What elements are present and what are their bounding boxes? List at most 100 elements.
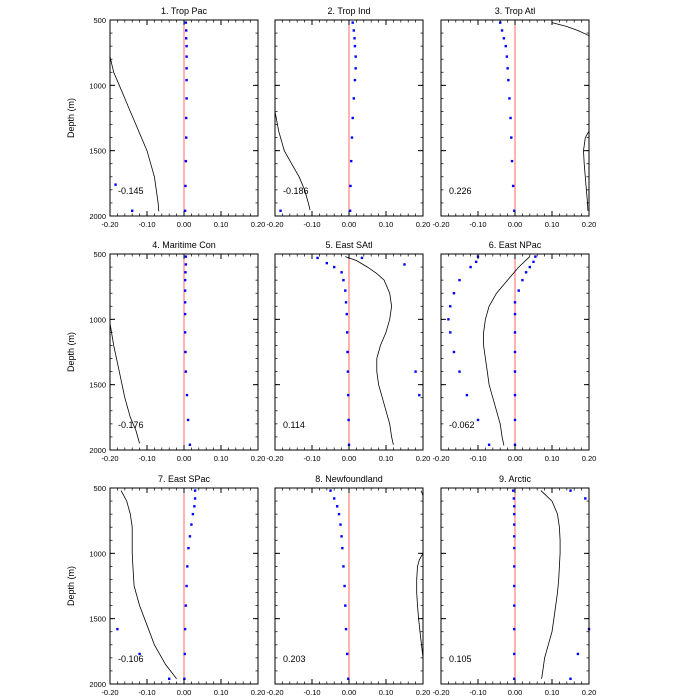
panel-9: 9. Arctic 0.105 -0.20 -0.10 0.00 0.10 0.20 [432,474,596,697]
data-point [452,292,456,295]
x-tick-label: 0.20 [582,454,597,463]
data-point [190,523,193,526]
x-tick-label: 0.10 [545,454,560,463]
x-tick-label: -0.20 [266,688,283,697]
x-tick-label: 0.00 [177,688,192,697]
x-tick-label: -0.10 [303,688,320,697]
data-point [418,393,421,397]
data-point [510,136,513,139]
data-point [487,443,491,446]
data-point [360,256,364,260]
data-point [184,159,188,163]
x-tick-label: 0.00 [342,454,357,463]
y-tick-label: 1000 [89,315,106,324]
x-tick-label: -0.20 [432,220,449,229]
x-tick-label: 0.20 [251,688,266,697]
data-point [114,183,117,186]
data-point [185,97,188,100]
x-tick-label: 0.10 [214,220,229,229]
x-tick-label: -0.20 [266,220,283,229]
profile-curve [120,490,177,680]
data-point [183,677,186,680]
y-axis-label: Depth (m) [66,332,76,372]
data-point [345,312,348,316]
data-point [513,546,516,550]
data-point [184,21,188,24]
data-point [499,21,502,24]
x-tick-label: 0.20 [416,220,431,229]
data-point [353,44,357,48]
panel-2: 2. Trop Ind -0.186 -0.20 -0.10 0.00 0.10 0.20 [266,6,430,229]
data-point [344,627,348,631]
data-point [452,350,456,354]
data-point [513,393,517,397]
x-tick-label: 0.00 [508,454,523,463]
data-point [347,677,350,680]
data-point [351,116,354,120]
data-point [193,505,196,508]
y-tick-label: 2000 [89,212,106,221]
profile-curve [483,256,531,446]
data-point [576,652,580,656]
y-tick-label: 1000 [89,549,106,558]
data-point [510,159,514,163]
data-point [345,331,349,334]
data-point [458,370,461,373]
x-tick-label: 0.20 [251,220,266,229]
panel-title: 9. Arctic [499,474,532,484]
data-point [183,289,187,292]
profile-curve [345,256,394,445]
data-point [502,37,506,40]
data-point [339,523,342,526]
data-point [337,512,341,516]
panel-title: 2. Trop Ind [327,6,370,16]
data-point [509,116,512,120]
data-point [511,184,515,188]
data-point [131,209,134,212]
data-point [116,627,119,631]
y-tick-label: 2000 [89,446,106,455]
data-point [513,301,517,304]
data-point [185,67,188,70]
panel-6: 6. East NPac -0.062 -0.20 -0.10 0.00 0.10 0.20 [432,240,596,463]
x-tick-label: -0.20 [266,454,283,463]
data-point [347,418,350,422]
data-point [500,29,504,32]
data-point [184,604,188,607]
data-point [354,67,357,70]
data-point [513,523,516,526]
panel-7: 7. East SPac -0.106 -0.20 -0.10 0.00 0.10 0.20… [66,474,265,697]
x-tick-label: 0.20 [251,454,266,463]
data-point [513,312,517,316]
x-tick-label: -0.20 [432,688,449,697]
data-point [342,278,345,282]
data-point [414,370,417,373]
data-point [534,255,537,258]
data-point [342,565,345,568]
data-point [183,278,187,282]
data-point [513,584,516,588]
x-tick-label: -0.10 [138,220,155,229]
profile-curve [540,490,561,679]
data-point [183,209,187,212]
data-point [184,255,188,258]
data-point [353,37,356,40]
data-point [346,370,350,373]
y-tick-label: 1500 [89,615,106,624]
panel-annotation: -0.145 [118,186,144,196]
x-tick-label: -0.20 [101,220,118,229]
x-tick-label: 0.00 [342,688,357,697]
data-point [185,37,188,40]
data-point [349,184,352,188]
profile-curve [551,22,590,37]
profile-curve [109,323,140,444]
data-point [138,652,141,656]
y-tick-label: 1500 [89,147,106,156]
y-axis-label: Depth (m) [66,98,76,138]
data-point [513,565,516,568]
data-point [335,505,339,508]
panel-title: 4. Maritime Con [152,240,216,250]
profile-curve [109,56,160,212]
x-tick-label: -0.20 [101,688,118,697]
